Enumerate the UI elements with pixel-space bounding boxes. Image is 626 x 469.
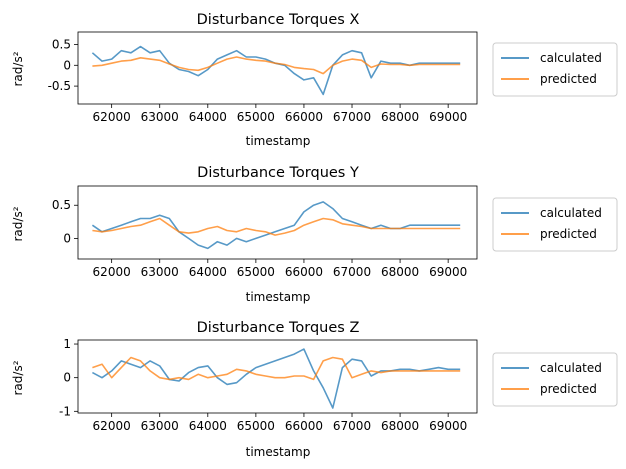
svg-text:rad/s²: rad/s² bbox=[11, 206, 25, 241]
x-tick-label: 66000 bbox=[285, 110, 323, 124]
y-tick-label: 1 bbox=[63, 337, 71, 351]
series-line-predicted bbox=[92, 217, 461, 236]
legend-label-calculated: calculated bbox=[540, 206, 602, 220]
legend: calculated predicted bbox=[492, 42, 618, 97]
x-tick-label: 69000 bbox=[429, 419, 467, 433]
svg-text:rad/s²: rad/s² bbox=[11, 360, 25, 395]
x-tick-label: 62000 bbox=[93, 265, 131, 279]
x-tick-label: 67000 bbox=[333, 110, 371, 124]
y-axis-label: rad/s² bbox=[11, 360, 25, 395]
x-tick-label: 67000 bbox=[333, 419, 371, 433]
y-tick-label: 0 bbox=[63, 231, 71, 245]
panel-z: Disturbance Torques Z rad/s² timestamp 6… bbox=[11, 320, 618, 459]
y-tick-label: 0.5 bbox=[52, 37, 71, 51]
y-tick-label: 0 bbox=[63, 58, 71, 72]
axes-frame bbox=[77, 185, 478, 260]
series-line-calculated bbox=[91, 201, 461, 250]
chart-title: Disturbance Torques Z bbox=[197, 320, 360, 336]
x-tick-label: 64000 bbox=[189, 110, 227, 124]
x-tick-label: 68000 bbox=[381, 265, 419, 279]
legend-label-predicted: predicted bbox=[540, 382, 597, 396]
axes-frame bbox=[77, 339, 478, 414]
x-tick-label: 65000 bbox=[237, 110, 275, 124]
y-tick-label: -1 bbox=[59, 404, 71, 418]
legend-frame bbox=[492, 352, 618, 407]
x-tick-label: 66000 bbox=[285, 419, 323, 433]
panel-x: Disturbance Torques X rad/s² timestamp 6… bbox=[11, 12, 618, 148]
x-tick-label: 62000 bbox=[93, 110, 131, 124]
x-axis-label: timestamp bbox=[246, 134, 311, 148]
plot-area: 62000 63000 64000 65000 66000 67000 68000 69000… bbox=[52, 185, 478, 279]
series-line-calculated bbox=[91, 45, 461, 96]
plot-area: 62000 63000 64000 65000 66000 67000 68000 69000… bbox=[48, 31, 478, 124]
chart-title: Disturbance Torques X bbox=[197, 12, 360, 28]
x-axis-label: timestamp bbox=[246, 290, 311, 304]
panel-y: Disturbance Torques Y rad/s² timestamp 6… bbox=[11, 165, 618, 304]
legend-label-predicted: predicted bbox=[540, 227, 597, 241]
y-tick-label: -0.5 bbox=[48, 79, 71, 93]
x-tick-label: 63000 bbox=[141, 265, 179, 279]
series-line-predicted bbox=[92, 56, 461, 75]
x-tick-label: 62000 bbox=[93, 419, 131, 433]
legend-label-calculated: calculated bbox=[540, 361, 602, 375]
y-axis-label: rad/s² bbox=[11, 51, 25, 86]
legend: calculated predicted bbox=[492, 197, 618, 252]
x-tick-label: 69000 bbox=[429, 110, 467, 124]
x-tick-label: 67000 bbox=[333, 265, 371, 279]
x-tick-label: 63000 bbox=[141, 419, 179, 433]
y-axis-label: rad/s² bbox=[11, 206, 25, 241]
y-tick-label: 0 bbox=[63, 371, 71, 385]
series-line-calculated bbox=[92, 348, 461, 409]
y-tick-label: 0.5 bbox=[52, 198, 71, 212]
x-tick-label: 68000 bbox=[381, 419, 419, 433]
x-tick-label: 64000 bbox=[189, 265, 227, 279]
x-tick-label: 69000 bbox=[429, 265, 467, 279]
x-tick-label: 66000 bbox=[285, 265, 323, 279]
svg-text:rad/s²: rad/s² bbox=[11, 51, 25, 86]
x-tick-label: 65000 bbox=[237, 265, 275, 279]
series-line-predicted bbox=[92, 356, 461, 381]
axes-frame bbox=[77, 31, 478, 105]
x-tick-label: 68000 bbox=[381, 110, 419, 124]
legend: calculated predicted bbox=[492, 352, 618, 407]
legend-frame bbox=[492, 42, 618, 97]
x-tick-label: 64000 bbox=[189, 419, 227, 433]
x-tick-label: 65000 bbox=[237, 419, 275, 433]
x-tick-label: 63000 bbox=[141, 110, 179, 124]
legend-label-calculated: calculated bbox=[540, 51, 602, 65]
x-axis-label: timestamp bbox=[246, 445, 311, 459]
legend-frame bbox=[492, 197, 618, 252]
chart-title: Disturbance Torques Y bbox=[197, 165, 359, 181]
legend-label-predicted: predicted bbox=[540, 72, 597, 86]
plot-area: 62000 63000 64000 65000 66000 67000 68000 69000… bbox=[59, 337, 478, 433]
